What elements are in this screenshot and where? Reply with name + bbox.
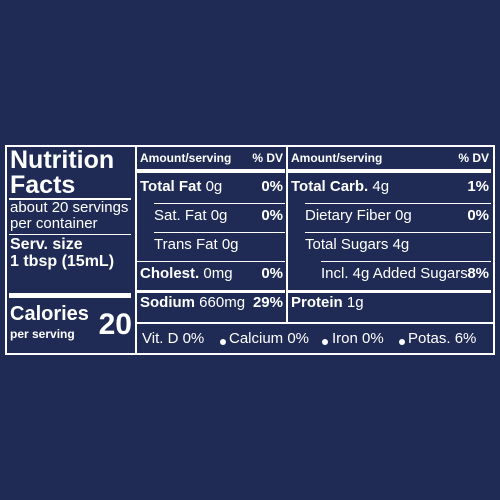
nutrient-amount: 0g	[395, 207, 412, 224]
rule	[288, 169, 491, 173]
nutrient-row: Trans Fat 0g	[154, 236, 239, 253]
nutrient-amount: 4g	[372, 178, 390, 195]
calories-value: 20	[98, 308, 132, 341]
nutrient-amount: 660mg	[199, 294, 246, 311]
divider	[286, 147, 288, 323]
footer-item: Iron 0%	[332, 330, 384, 347]
nutrient-row: Total Fat 0g	[140, 178, 222, 195]
nutrient-amount: 0g	[205, 178, 223, 195]
rule	[288, 290, 491, 293]
column-header: Amount/serving	[291, 151, 383, 165]
rule	[321, 261, 491, 262]
rule	[305, 232, 491, 233]
daily-value: 0%	[261, 207, 283, 224]
daily-value: 29%	[252, 294, 283, 311]
rule	[9, 198, 131, 200]
daily-value: 0%	[261, 178, 283, 195]
label-frame	[5, 145, 495, 355]
nutrient-row: Sodium 660mg	[140, 294, 245, 311]
rule	[137, 322, 493, 324]
footer-item: Calcium 0%	[229, 330, 310, 347]
servings: about 20 servings	[10, 199, 129, 216]
column-header: % DV	[252, 151, 283, 165]
nutrient-name: Total Fat	[140, 178, 202, 195]
bullet	[220, 339, 226, 345]
nutrient-name: Sodium	[140, 294, 195, 311]
nutrient-name: Sat. Fat	[154, 207, 207, 224]
rule	[9, 293, 131, 298]
nutrient-row: Incl. 4g Added Sugars	[321, 265, 468, 282]
nutrient-amount: 1g	[346, 294, 364, 311]
nutrient-row: Total Sugars 4g	[305, 236, 409, 253]
rule	[154, 232, 285, 233]
bullet	[322, 339, 328, 345]
nutrient-name: Protein	[291, 294, 343, 311]
nutrient-row: Sat. Fat 0g	[154, 207, 227, 224]
calories-label: Calories	[10, 303, 89, 325]
nutrient-row: Dietary Fiber 0g	[305, 207, 412, 224]
nutrient-name: Cholest.	[140, 265, 200, 282]
column-header: Amount/serving	[140, 151, 232, 165]
rule	[154, 203, 285, 204]
nutrient-name: Total Carb.	[291, 178, 369, 195]
nutrient-name: Trans Fat	[154, 236, 218, 253]
rule	[137, 290, 285, 293]
rule	[305, 203, 491, 204]
serving-size: Serv. size	[10, 236, 83, 253]
title: Facts	[10, 171, 76, 199]
nutrient-amount: 0mg	[203, 265, 233, 282]
divider	[135, 147, 137, 353]
footer-item: Vit. D 0%	[142, 330, 205, 347]
daily-value: 8%	[467, 265, 489, 282]
bullet	[399, 339, 405, 345]
rule	[9, 234, 131, 235]
nutrient-name: Incl. 4g Added Sugars	[321, 265, 468, 282]
nutrient-name: Total Sugars	[305, 236, 389, 253]
daily-value: 1%	[467, 178, 489, 195]
nutrient-row: Protein 1g	[291, 294, 364, 311]
daily-value: 0%	[467, 207, 489, 224]
column-header: % DV	[458, 151, 489, 165]
rule	[137, 261, 285, 262]
nutrient-name: Dietary Fiber	[305, 207, 391, 224]
nutrient-row: Cholest. 0mg	[140, 265, 233, 282]
nutrient-amount: 4g	[392, 236, 410, 253]
rule	[137, 169, 285, 173]
title: Nutrition	[10, 146, 115, 174]
daily-value: 0%	[261, 265, 283, 282]
serving-size: 1 tbsp (15mL)	[10, 253, 115, 270]
nutrient-amount: 0g	[210, 207, 228, 224]
calories-sublabel: per serving	[10, 327, 75, 341]
nutrient-amount: 0g	[221, 236, 239, 253]
nutrient-row: Total Carb. 4g	[291, 178, 389, 195]
servings: per container	[10, 215, 98, 232]
footer-item: Potas. 6%	[408, 330, 477, 347]
